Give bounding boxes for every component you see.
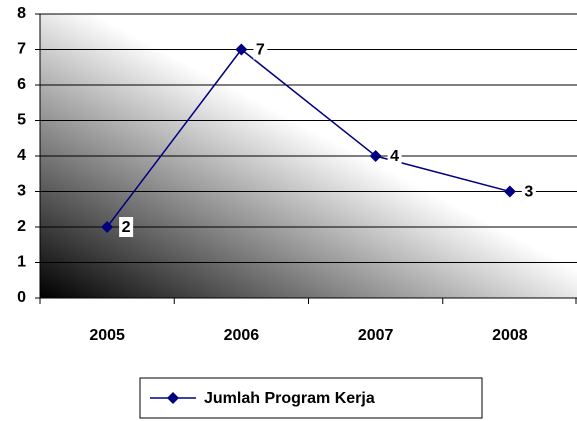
x-tick-label: 2005 [89, 327, 125, 344]
y-tick-label: 3 [17, 183, 26, 200]
y-tick-label: 8 [17, 5, 26, 22]
data-label-bg [119, 217, 134, 237]
marker [503, 185, 516, 198]
marker [101, 221, 114, 233]
data-label-bg [387, 146, 402, 166]
data-label: 7 [256, 42, 265, 59]
x-tick-label: 2006 [224, 327, 260, 344]
data-label-bg [253, 39, 268, 60]
y-tick-label: 4 [17, 147, 26, 164]
marker [369, 150, 382, 162]
data-label: 4 [390, 148, 399, 165]
legend-label: Jumlah Program Kerja [204, 390, 375, 407]
y-tick-label: 5 [17, 112, 26, 129]
y-tick-label: 6 [17, 76, 26, 93]
y-tick-label: 0 [17, 289, 26, 306]
data-label: 3 [524, 184, 533, 201]
x-tick-label: 2007 [358, 327, 394, 344]
legend-marker [167, 392, 179, 404]
y-tick-label: 7 [17, 41, 26, 58]
y-tick-label: 2 [17, 218, 26, 235]
x-tick-label: 2008 [492, 327, 528, 344]
series-line [106, 48, 511, 228]
legend-box [139, 377, 483, 419]
data-label: 2 [122, 219, 131, 236]
data-label-bg [521, 181, 536, 202]
y-tick-label: 1 [17, 254, 26, 271]
marker [235, 43, 248, 56]
